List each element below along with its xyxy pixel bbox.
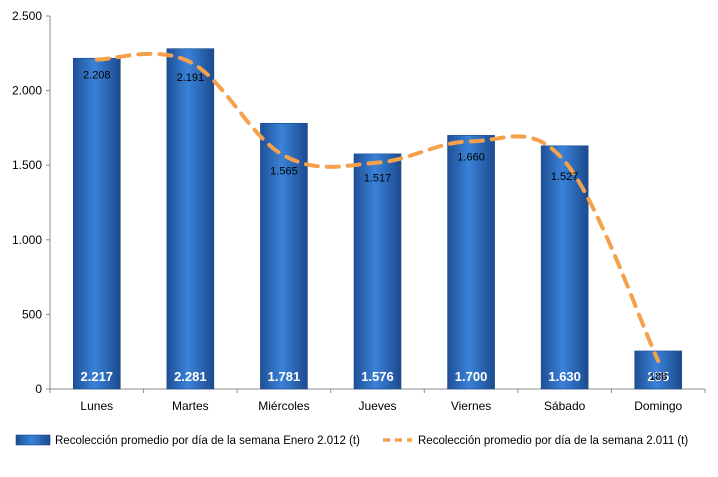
x-tick-label: Viernes (451, 399, 491, 413)
y-tick-label: 500 (22, 307, 42, 321)
legend-bar-label: Recolección promedio por día de la seman… (55, 435, 360, 447)
y-tick-label: 2.500 (12, 9, 42, 23)
bar-data-label: 2.281 (174, 369, 207, 384)
bar-data-label: 2.217 (81, 369, 114, 384)
x-tick-label: Sábado (544, 399, 586, 413)
line-data-label: 2.191 (177, 72, 205, 84)
legend: Recolección promedio por día de la seman… (15, 434, 688, 447)
bar-data-label: 255 (647, 369, 669, 384)
x-tick-label: Miércoles (258, 399, 309, 413)
bar-data-label: 1.700 (455, 369, 488, 384)
legend-line-label: Recolección promedio por día de la seman… (418, 435, 688, 447)
line-data-label: 188 (649, 371, 667, 383)
x-tick-label: Martes (172, 399, 209, 413)
line-series (94, 51, 661, 363)
bar-series (72, 48, 683, 390)
legend-bar-swatch (15, 434, 51, 446)
line-data-label: 1.517 (364, 173, 392, 185)
x-tick-label: Jueves (358, 399, 396, 413)
bar-data-label: 1.576 (361, 369, 394, 384)
y-tick-label: 2.000 (12, 84, 42, 98)
line-data-label: 1.527 (551, 171, 579, 183)
x-tick-label: Domingo (634, 399, 682, 413)
line-data-label: 1.660 (457, 151, 485, 163)
bar (72, 57, 121, 390)
line-data-label: 2.208 (83, 70, 111, 82)
series-line (94, 51, 661, 363)
x-tick-label: Lunes (80, 399, 113, 413)
bar (447, 135, 495, 390)
bar-data-label: 1.630 (548, 369, 581, 384)
bar (166, 48, 215, 390)
data-labels: 2.217 2.281 1.781 1.576 1.700 1.630 255 2.208 2.… (81, 70, 670, 384)
y-tick-label: 0 (35, 382, 42, 396)
y-tick-label: 1.500 (12, 158, 42, 172)
bar (260, 122, 308, 390)
bar-data-label: 1.781 (268, 369, 301, 384)
line-data-label: 1.565 (270, 166, 298, 178)
y-tick-label: 1.000 (12, 233, 42, 247)
axes: 0 500 1.000 1.500 2.000 2.500 Lunes Martes Miérc… (12, 9, 706, 413)
bar (353, 153, 402, 390)
